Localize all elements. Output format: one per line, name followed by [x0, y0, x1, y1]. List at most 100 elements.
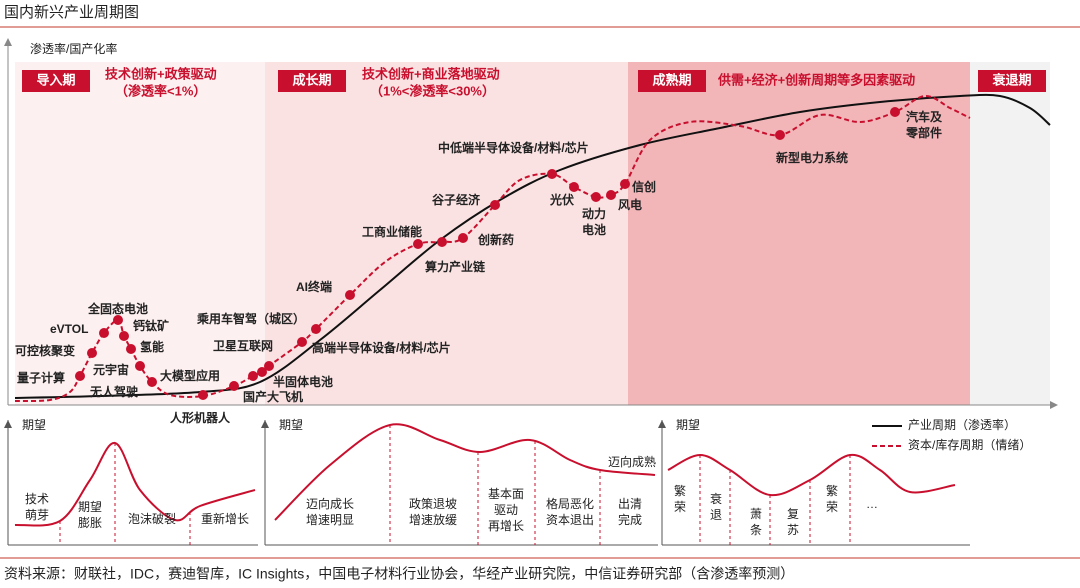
arrow — [1050, 401, 1058, 409]
phase-box — [278, 70, 346, 92]
stage-label: 驱动 — [494, 503, 518, 517]
industry-dot — [229, 381, 239, 391]
stage-label: 出清 — [618, 497, 642, 511]
stage-label: 复 — [787, 507, 799, 521]
panel-curve — [14, 442, 256, 527]
phase-note: （1%<渗透率<30%） — [370, 83, 495, 98]
industry-label: 氢能 — [140, 339, 164, 354]
phase-driver: 供需+经济+创新周期等多因素驱动 — [717, 72, 915, 87]
stage-label: 资本退出 — [546, 513, 594, 527]
phase-name: 成长期 — [292, 72, 331, 87]
phase-name: 导入期 — [36, 72, 75, 87]
stage-label: … — [866, 497, 878, 511]
legend-label: 资本/库存周期（情绪） — [908, 437, 1031, 452]
industry-dot — [490, 200, 500, 210]
industry-label: 工商业储能 — [362, 224, 422, 239]
stage-label: 技术 — [25, 492, 49, 506]
source: 资料来源：财联社，IDC，赛迪智库，IC Insights，中国电子材料行业协会… — [4, 566, 794, 582]
industry-label: 光伏 — [549, 192, 574, 207]
stage-label: 再增长 — [488, 519, 524, 533]
industry-dot — [264, 361, 274, 371]
industry-label: 动力 — [582, 206, 606, 221]
stage-label: 膨胀 — [78, 516, 102, 530]
industry-dot — [113, 315, 123, 325]
industry-dot — [311, 324, 321, 334]
arrow — [4, 420, 12, 428]
industry-dot — [890, 107, 900, 117]
panel-curve — [667, 453, 956, 497]
stage-label: 期望 — [78, 500, 102, 514]
industry-dot — [591, 192, 601, 202]
industry-label: eVTOL — [50, 322, 88, 336]
industry-label: 全固态电池 — [87, 301, 148, 316]
stage-label: 政策退坡 — [409, 497, 457, 511]
industry-label: 创新药 — [477, 232, 514, 247]
stage-label: 格局恶化 — [546, 496, 594, 511]
industry-dot — [198, 390, 208, 400]
industry-label: 中低端半导体设备/材料/芯片 — [438, 140, 589, 155]
panel-y-label: 期望 — [279, 418, 303, 432]
industry-dot — [547, 169, 557, 179]
panel-curve — [274, 423, 656, 521]
industry-label: 大模型应用 — [160, 368, 220, 383]
capital-curve — [14, 94, 971, 403]
industry-label: 无人驾驶 — [89, 384, 138, 399]
industry-dot — [99, 328, 109, 338]
industry-dot — [257, 367, 267, 377]
stage-label: 完成 — [618, 512, 642, 527]
industry-label: 谷子经济 — [432, 192, 481, 207]
panel-y-label: 期望 — [22, 418, 46, 432]
phase-box — [22, 70, 90, 92]
industry-dot — [119, 331, 129, 341]
arrow — [261, 420, 269, 428]
industry-label: 风电 — [618, 197, 642, 212]
industry-dot — [569, 182, 579, 192]
phase-bg — [265, 62, 628, 405]
industry-dot — [458, 233, 468, 243]
industry-label: 算力产业链 — [425, 259, 486, 274]
industry-label: 卫星互联网 — [213, 339, 273, 353]
industry-label: 人形机器人 — [170, 410, 231, 425]
arrow — [658, 420, 666, 428]
industry-dot — [620, 179, 630, 189]
industry-label: 钙钛矿 — [133, 318, 169, 333]
industry-dot — [248, 371, 258, 381]
industry-dot — [135, 361, 145, 371]
phase-box — [978, 70, 1046, 92]
industry-label: 电池 — [582, 222, 606, 237]
stage-label: 条 — [750, 523, 762, 537]
stage-label: 萧 — [750, 507, 762, 521]
stage-label: 繁 — [674, 483, 686, 498]
y-axis-label: 渗透率/国产化率 — [30, 41, 117, 56]
industry-dot — [75, 371, 85, 381]
phase-name: 衰退期 — [991, 72, 1031, 87]
stage-label: 增速放缓 — [409, 512, 457, 527]
industry-dot — [775, 130, 785, 140]
stage-label: 萌芽 — [25, 508, 49, 522]
industry-dot — [87, 348, 97, 358]
phase-box — [638, 70, 706, 92]
industry-label: 量子计算 — [17, 370, 65, 385]
phase-bg — [970, 62, 1050, 405]
industry-dot — [126, 344, 136, 354]
industry-label: 可控核聚变 — [15, 343, 75, 358]
stage-label: 荣 — [826, 500, 838, 514]
industry-dot — [147, 377, 157, 387]
phase-name: 成熟期 — [652, 72, 691, 87]
industry-dot — [606, 190, 616, 200]
industry-dot — [437, 237, 447, 247]
phase-driver: 技术创新+政策驱动 — [105, 66, 217, 81]
title: 国内新兴产业周期图 — [4, 4, 139, 21]
stage-label: 增速明显 — [306, 513, 354, 527]
industry-dot — [345, 290, 355, 300]
industry-label: 元宇宙 — [93, 362, 129, 377]
phase-note: （渗透率<1%） — [115, 83, 206, 98]
industry-label: 半固体电池 — [273, 374, 333, 389]
stage-label: 苏 — [787, 523, 799, 537]
phase-driver: 技术创新+商业落地驱动 — [362, 66, 500, 81]
industry-label: 国产大飞机 — [243, 389, 303, 404]
industry-label: 乘用车智驾（城区） — [196, 311, 305, 326]
stage-label: 泡沫破裂 — [128, 511, 176, 526]
industry-label: 汽车及 — [906, 109, 943, 124]
